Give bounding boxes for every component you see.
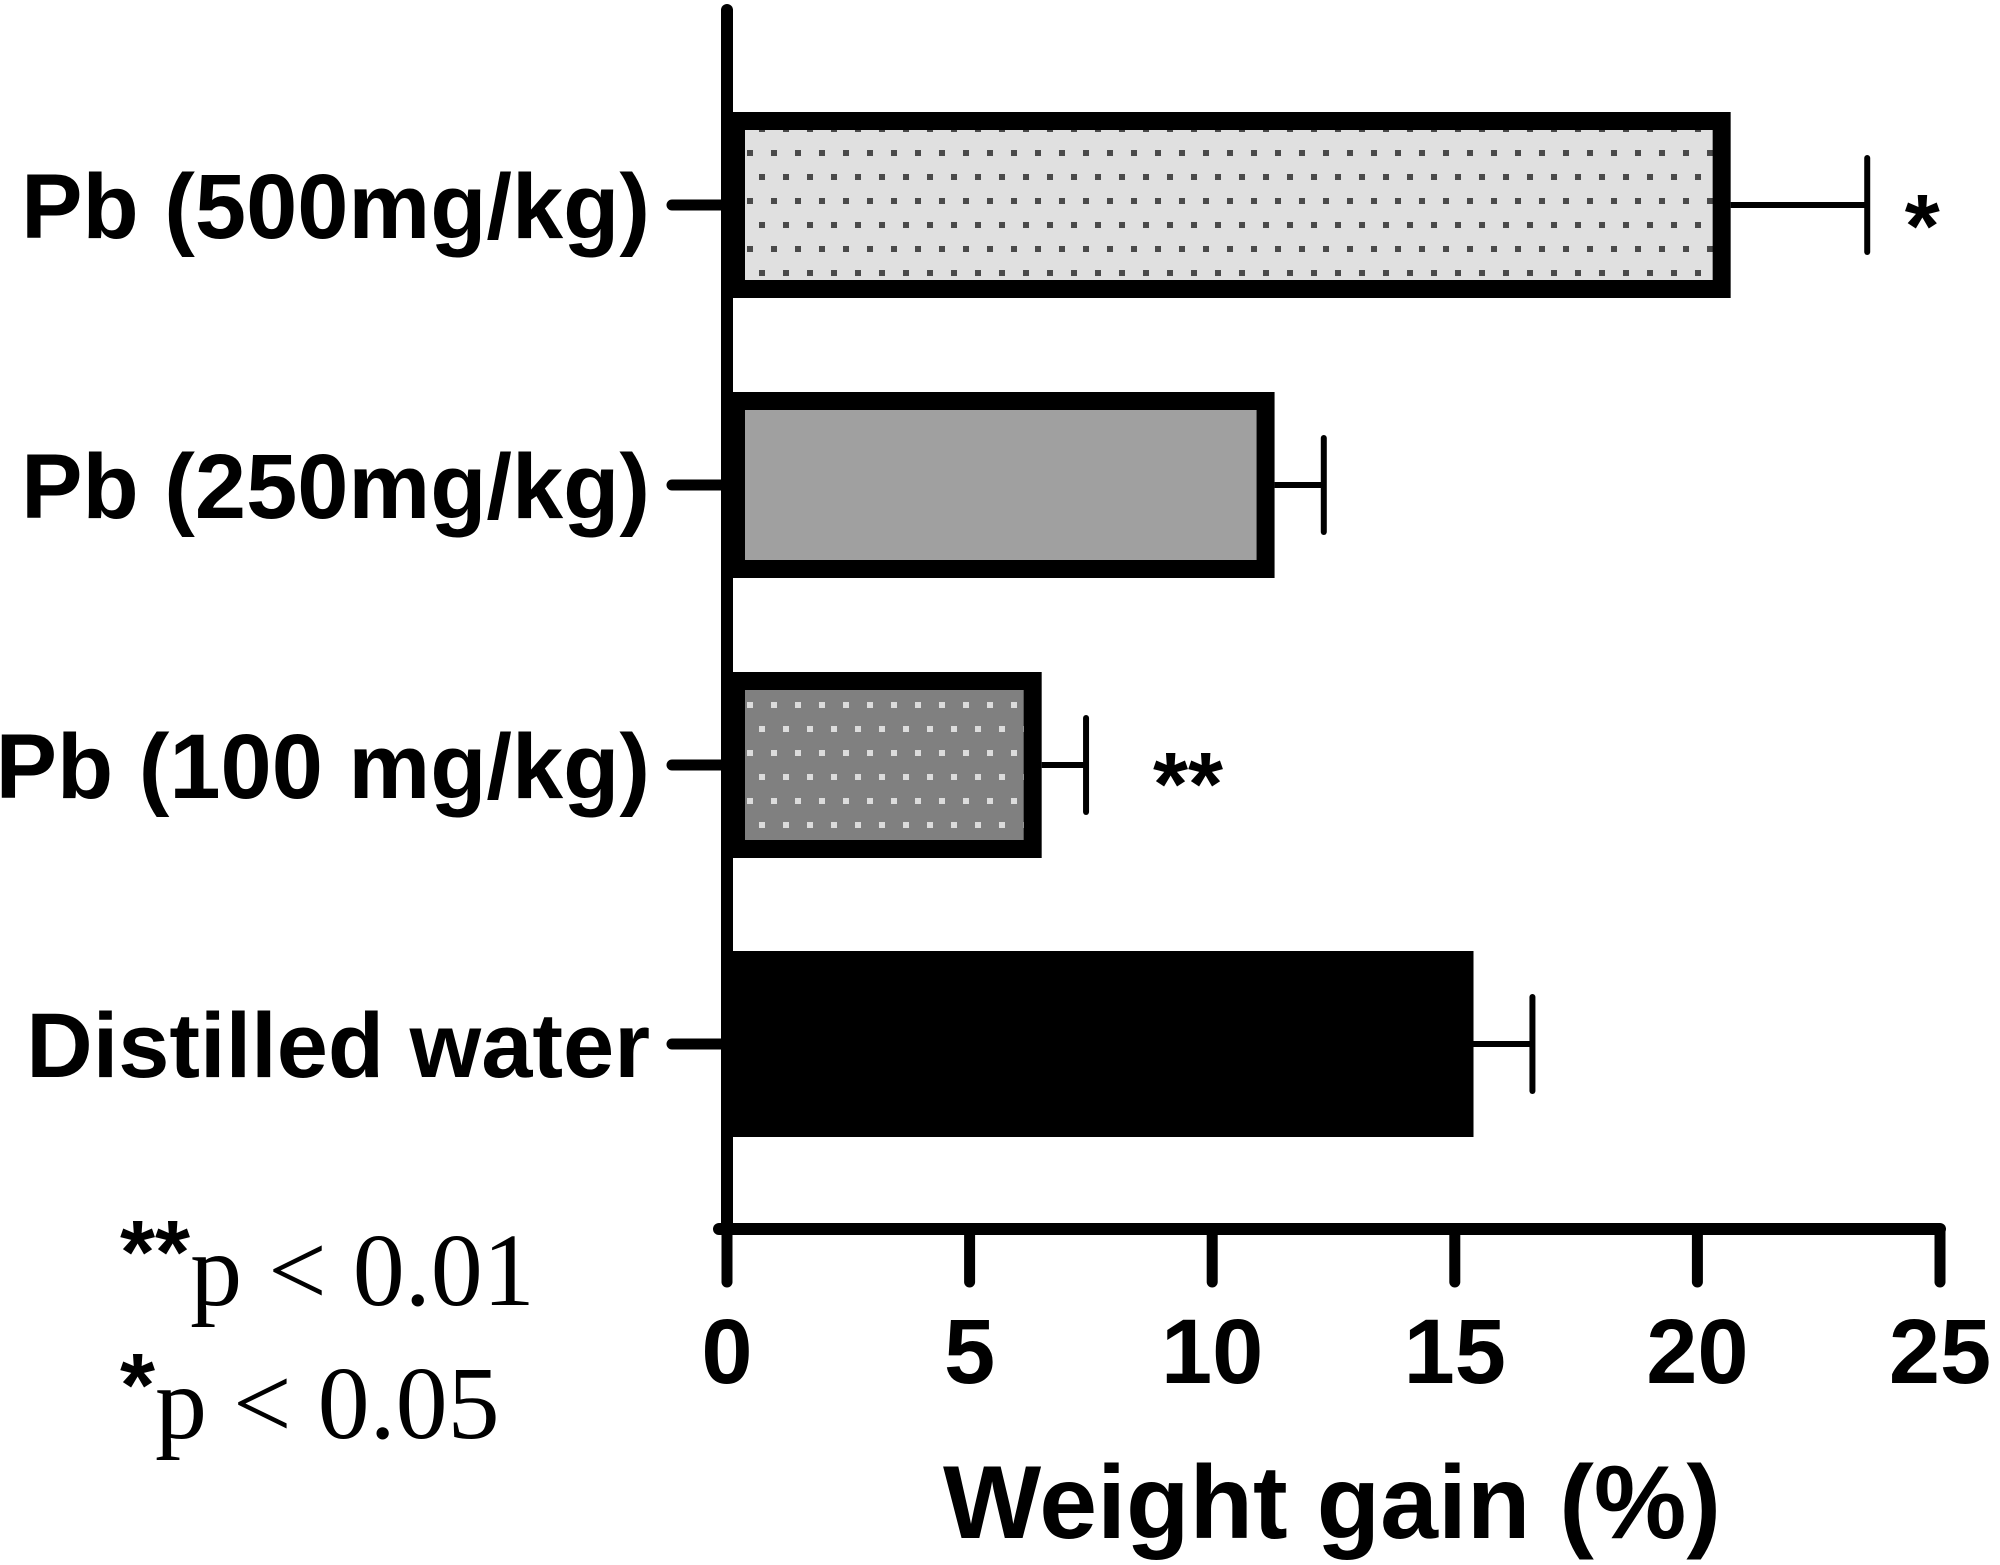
bar-pb-250	[727, 392, 1275, 578]
bar-pb-500	[727, 112, 1731, 298]
x-tick-label: 20	[1646, 1301, 1748, 1403]
category-label-distilled-water: Distilled water	[26, 995, 650, 1097]
bar-distilled-water	[727, 951, 1474, 1137]
x-tick-label: 5	[944, 1301, 995, 1403]
annotation-p005: *p < 0.05	[120, 1336, 500, 1461]
annotation-stars: *	[120, 1336, 155, 1436]
category-label-pb-100: Pb (100 mg/kg)	[0, 716, 650, 818]
x-tick-label: 10	[1161, 1301, 1263, 1403]
x-tick-label: 0	[701, 1301, 752, 1403]
category-label-pb-500: Pb (500mg/kg)	[21, 156, 650, 258]
category-ticks	[666, 199, 733, 1050]
error-bars-layer	[1041, 155, 1871, 1094]
bars-layer	[727, 112, 1731, 1137]
x-ticks	[721, 1223, 1946, 1288]
x-tick-label: 25	[1889, 1301, 1991, 1403]
x-tick-label: 15	[1404, 1301, 1506, 1403]
significance-marker: **	[1153, 735, 1223, 835]
annotation-p001: **p < 0.01	[120, 1203, 535, 1328]
annotation-text: p < 0.05	[155, 1346, 500, 1461]
bar-pb-100	[727, 672, 1042, 858]
category-label-pb-250: Pb (250mg/kg)	[21, 436, 650, 538]
annotation-text: p < 0.01	[190, 1213, 535, 1328]
x-axis-title: Weight gain (%)	[943, 1445, 1721, 1561]
annotation-stars: **	[120, 1203, 190, 1303]
significance-marker: *	[1905, 177, 1940, 277]
